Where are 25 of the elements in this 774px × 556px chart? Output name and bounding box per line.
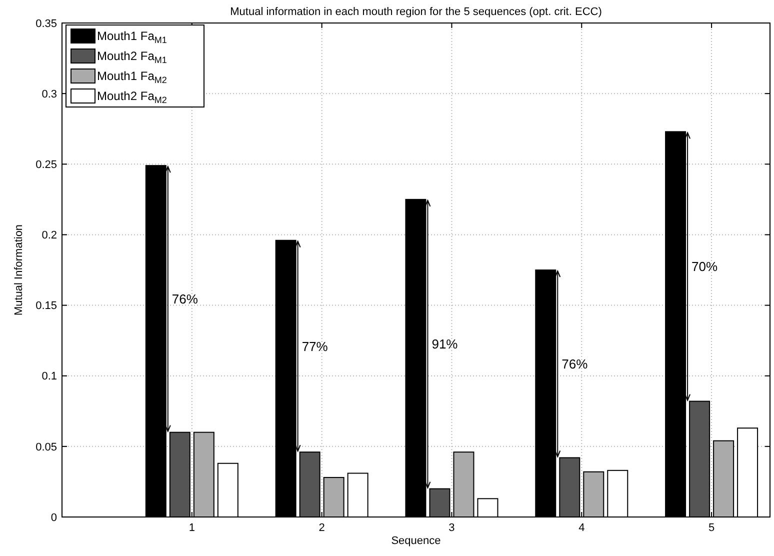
annotation: 70%: [692, 259, 718, 274]
x-tick-label: 4: [578, 522, 585, 534]
x-tick-label: 1: [188, 522, 195, 534]
annotation: 76%: [562, 356, 588, 372]
chart-title: Mutual information in each mouth region for the 5 sequences (opt. crit. ECC): [230, 6, 602, 18]
annotation: 77%: [302, 338, 328, 354]
y-tick-label: 0.35: [36, 18, 57, 30]
y-tick-label: 0.05: [36, 441, 57, 454]
y-axis-title: Mutual Information: [13, 224, 25, 316]
y-tick-label: 0.3: [42, 88, 57, 100]
y-tick-label: 0.2: [42, 230, 57, 242]
x-tick-label: 2: [318, 522, 325, 534]
x-tick-label: 3: [448, 522, 455, 534]
annotation: 76%: [172, 291, 198, 306]
legend-label: Mouth2 Fa$_{M2}$: [97, 89, 167, 105]
legend-label: Mouth1 Fa$_{M2}$: [97, 69, 167, 85]
legend-label: Mouth1 Fa$_{M1}$: [97, 29, 167, 45]
x-tick-label: 5: [708, 522, 715, 534]
y-tick-label: 0.25: [36, 158, 57, 171]
y-tick-label: 0.1: [42, 370, 57, 383]
annotation: 91%: [432, 336, 458, 352]
y-tick-label: 0.15: [36, 300, 57, 312]
y-tick-label: 0: [50, 512, 57, 524]
x-axis-title: Sequence: [391, 535, 441, 547]
legend-label: Mouth2 Fa$_{M1}$: [97, 49, 167, 65]
